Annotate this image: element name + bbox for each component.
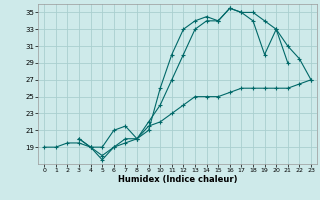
X-axis label: Humidex (Indice chaleur): Humidex (Indice chaleur) [118, 175, 237, 184]
